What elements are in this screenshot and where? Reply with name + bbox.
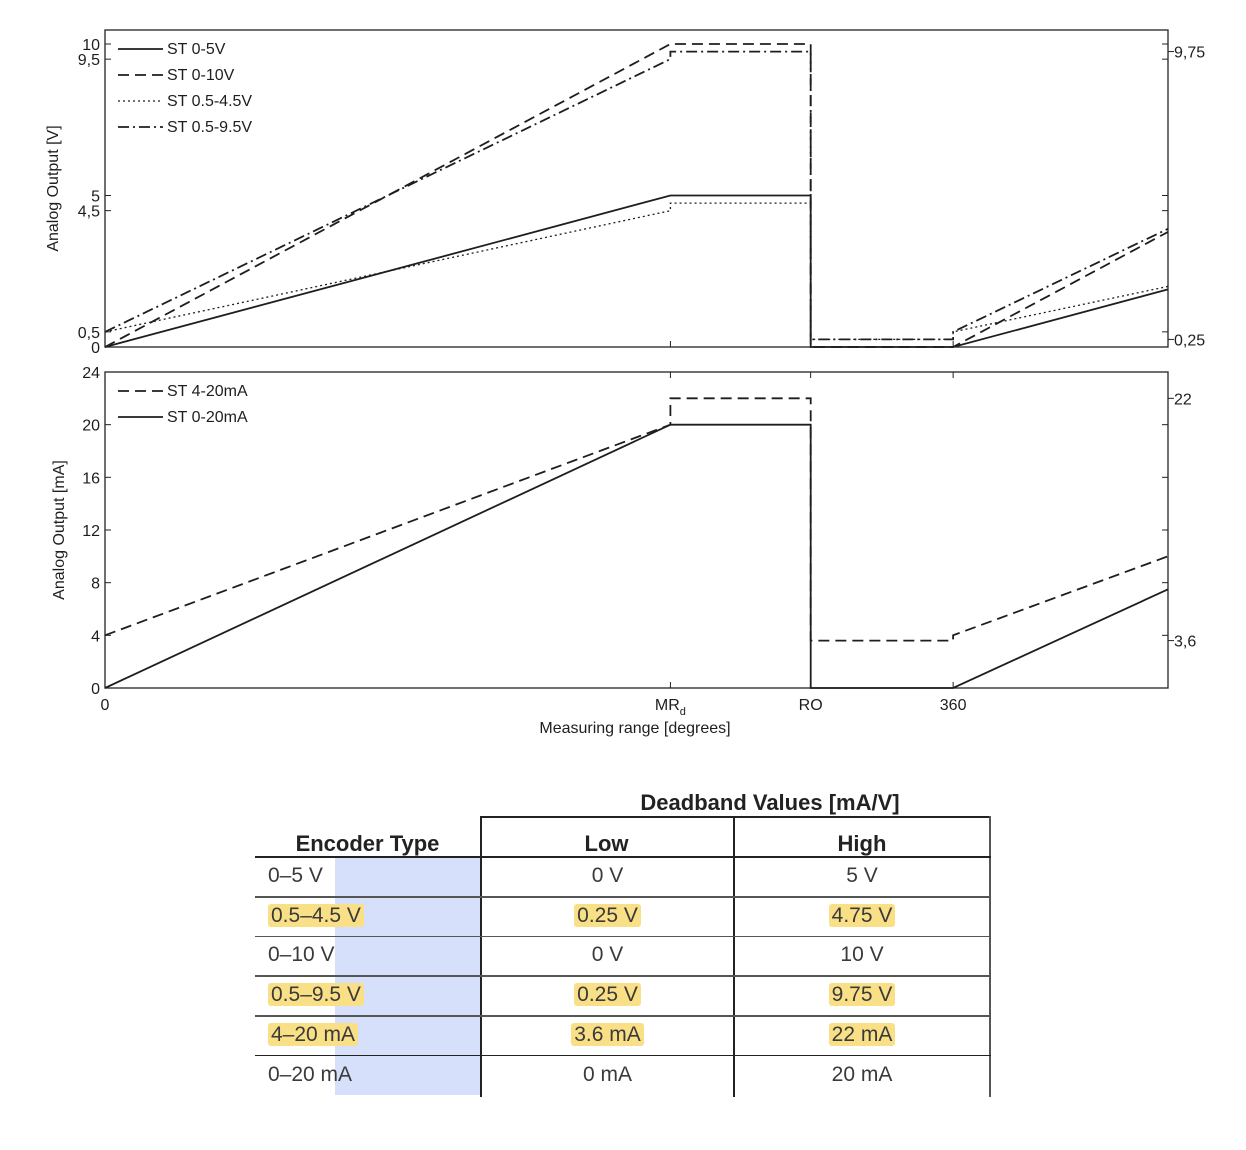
table-row: 4–20 mA 3.6 mA 22 mA — [255, 1017, 991, 1057]
x-tick-label: RO — [799, 697, 823, 714]
series-line-st-0-20ma — [104, 423, 1169, 689]
y-tick-label: 5 — [91, 189, 100, 206]
right-tick-label: 0,25 — [1174, 332, 1205, 349]
y-tick-label: 10 — [82, 37, 100, 54]
cell-low: 0 mA — [582, 1062, 632, 1086]
cell-high: 5 V — [846, 864, 878, 887]
cell-encoder-type: 0.5–4.5 V — [268, 903, 468, 928]
legend-label: ST 0.5-4.5V — [167, 93, 252, 110]
series-line-st-0-5-4-5v — [104, 202, 1169, 341]
cell-high: 4.75 V — [735, 903, 989, 928]
y-tick-label: 16 — [82, 470, 100, 487]
plot-frame — [104, 371, 1169, 689]
cell-encoder-type: 0–20 mA — [268, 1062, 353, 1086]
series-line-st-0-5-9-5v — [104, 50, 1169, 341]
series-line-st-0-10v — [104, 43, 1169, 348]
series-line-st-0-5v — [104, 194, 1169, 348]
y-tick-label: 4,5 — [78, 204, 100, 221]
header-low: Low — [584, 831, 629, 856]
legend-label: ST 0-20mA — [167, 409, 248, 426]
x-tick-label: MRd — [655, 697, 686, 718]
cell-low: 0 V — [591, 864, 624, 887]
chart-panel-2: 0 4 8 12 16 20 24 3,6 22 0 MRd RO 360 Measuring range… — [51, 341, 1196, 737]
cell-encoder-type: 4–20 mA — [268, 1022, 468, 1047]
cell-encoder-type: 0–10 V — [268, 943, 335, 967]
y-tick-label: 20 — [82, 418, 100, 435]
y-axis-label: Analog Output [V] — [45, 125, 62, 251]
table-row: 0.5–4.5 V 0.25 V 4.75 V — [255, 898, 991, 938]
y-tick-label: 0 — [91, 681, 100, 698]
cell-high: 10 V — [840, 943, 884, 967]
cell-encoder-type: 0–5 V — [268, 864, 323, 887]
legend-label: ST 0-10V — [167, 67, 235, 84]
table-row: 0–10 V 0 V 10 V — [255, 937, 991, 977]
cell-low: 0.25 V — [482, 983, 733, 1007]
header-high: High — [837, 831, 887, 856]
cell-high: 9.75 V — [735, 983, 989, 1007]
right-tick-label: 3,6 — [1174, 634, 1196, 651]
y-tick-label: 8 — [91, 576, 100, 593]
right-tick-label: 22 — [1174, 391, 1192, 408]
cell-encoder-type: 0.5–9.5 V — [268, 983, 468, 1007]
cell-high: 20 mA — [831, 1062, 893, 1086]
cell-high: 22 mA — [735, 1022, 989, 1047]
cell-low: 3.6 mA — [482, 1022, 733, 1047]
chart-panel-1: 00,5 4,55 9,510 0,25 9,75 Analog Output [V] ST… — [45, 29, 1205, 357]
y-tick-label: 9,5 — [78, 52, 100, 69]
x-tick-label: 360 — [940, 697, 967, 714]
right-tick-label: 9,75 — [1174, 45, 1205, 62]
table-row: 0.5–9.5 V 0.25 V 9.75 V — [255, 977, 991, 1018]
header-encoder-type: Encoder Type — [295, 831, 440, 856]
table-row: 0–20 mA 0 mA 20 mA — [255, 1057, 991, 1097]
cell-low: 0 V — [591, 943, 624, 967]
deadband-table: Deadband Values [mA/V] Encoder Type Low … — [255, 785, 995, 1097]
legend-label: ST 0-5V — [167, 41, 226, 58]
y-tick-label: 0 — [91, 340, 100, 357]
y-tick-label: 0,5 — [78, 325, 100, 342]
y-axis-label: Analog Output [mA] — [51, 460, 68, 600]
cell-low: 0.25 V — [482, 903, 733, 928]
table-row: 0–5 V 0 V 5 V — [255, 858, 991, 898]
x-tick-label: 0 — [101, 697, 110, 714]
group-header: Deadband Values [mA/V] — [640, 790, 900, 815]
plot-frame — [104, 29, 1169, 348]
y-tick-label: 12 — [82, 523, 100, 540]
legend-label: ST 0.5-9.5V — [167, 119, 252, 136]
legend-label: ST 4-20mA — [167, 383, 248, 400]
x-axis-label: Measuring range [degrees] — [539, 720, 730, 737]
y-tick-label: 24 — [82, 365, 100, 382]
y-tick-label: 4 — [91, 628, 100, 645]
series-line-st-4-20ma — [104, 397, 1169, 642]
